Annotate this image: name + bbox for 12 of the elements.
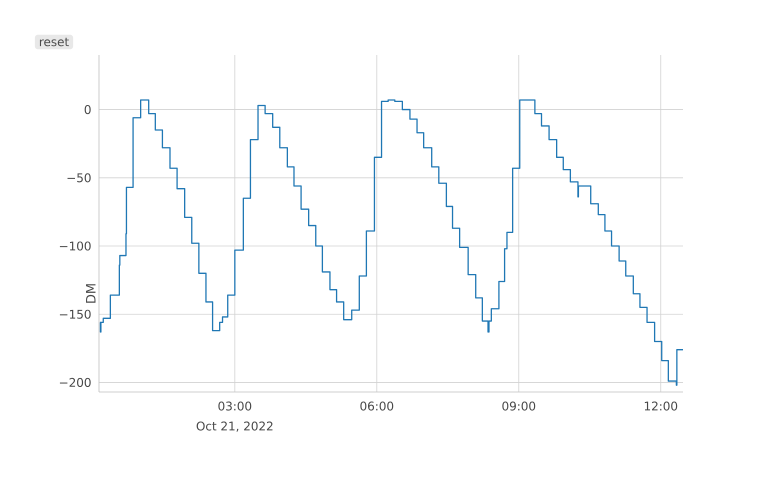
text: reset xyxy=(40,38,69,46)
y-tick-label: −100 xyxy=(60,241,91,251)
y-tick-label: 0 xyxy=(84,105,91,114)
y-tick-label: −150 xyxy=(60,310,91,319)
text: Oct 21, 2022 xyxy=(196,422,272,432)
x-tick-label: 12:00 xyxy=(644,402,678,411)
y-axis-title: DM xyxy=(86,284,96,303)
y-tick-label: −50 xyxy=(68,173,91,182)
x-tick-label: 06:00 xyxy=(360,402,394,411)
x-tick-label: 03:00 xyxy=(218,402,252,411)
x-tick-label: 09:00 xyxy=(502,402,536,411)
y-tick-label: −200 xyxy=(60,378,91,387)
